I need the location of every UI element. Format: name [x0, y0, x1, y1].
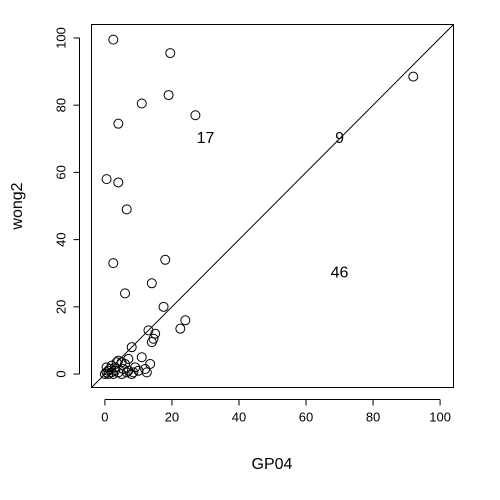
data-point	[175, 323, 186, 334]
data-point	[160, 254, 171, 265]
data-point	[143, 325, 154, 336]
data-point	[146, 278, 157, 289]
data-point	[408, 71, 419, 82]
y-tick-label: 20	[54, 300, 69, 314]
data-point	[103, 369, 114, 380]
x-tick-label: 100	[429, 410, 451, 425]
y-tick-label: 100	[54, 27, 69, 49]
data-point	[145, 358, 156, 369]
x-tick-label: 20	[165, 410, 179, 425]
x-tick-label: 40	[232, 410, 246, 425]
data-point	[123, 365, 134, 376]
y-tick-label: 60	[54, 165, 69, 179]
data-point	[146, 337, 157, 348]
plot-area-box	[91, 24, 454, 388]
region-count-label: 17	[197, 130, 215, 147]
data-point	[101, 362, 112, 373]
data-point	[150, 328, 161, 339]
region-count-label: 46	[331, 264, 349, 281]
identity-line	[91, 24, 454, 388]
x-tick-label: 80	[366, 410, 380, 425]
data-point	[108, 34, 119, 45]
data-point	[163, 90, 174, 101]
data-point	[116, 369, 127, 380]
data-point	[113, 118, 124, 129]
data-point	[141, 367, 152, 378]
data-point	[136, 352, 147, 363]
data-point	[158, 301, 169, 312]
data-point	[136, 98, 147, 109]
data-point	[108, 369, 119, 380]
data-point	[128, 367, 139, 378]
y-tick-label: 40	[54, 232, 69, 246]
data-point	[123, 353, 134, 364]
data-point	[121, 204, 132, 215]
data-point	[101, 367, 112, 378]
data-point	[99, 369, 110, 380]
y-tick-label: 0	[54, 370, 69, 377]
data-point	[121, 367, 132, 378]
data-point	[126, 342, 137, 353]
region-count-label: 9	[335, 130, 344, 147]
data-point	[126, 369, 137, 380]
data-point	[113, 177, 124, 188]
data-point	[108, 258, 119, 269]
data-point	[120, 288, 131, 299]
data-point	[130, 362, 141, 373]
x-tick-label: 0	[101, 410, 108, 425]
data-point	[180, 315, 191, 326]
x-tick-label: 60	[299, 410, 313, 425]
y-tick-label: 80	[54, 98, 69, 112]
y-axis-title: wong2	[9, 182, 26, 230]
data-point	[190, 110, 201, 121]
x-axis-title: GP04	[252, 456, 293, 473]
data-point	[165, 48, 176, 59]
data-point	[101, 174, 112, 185]
